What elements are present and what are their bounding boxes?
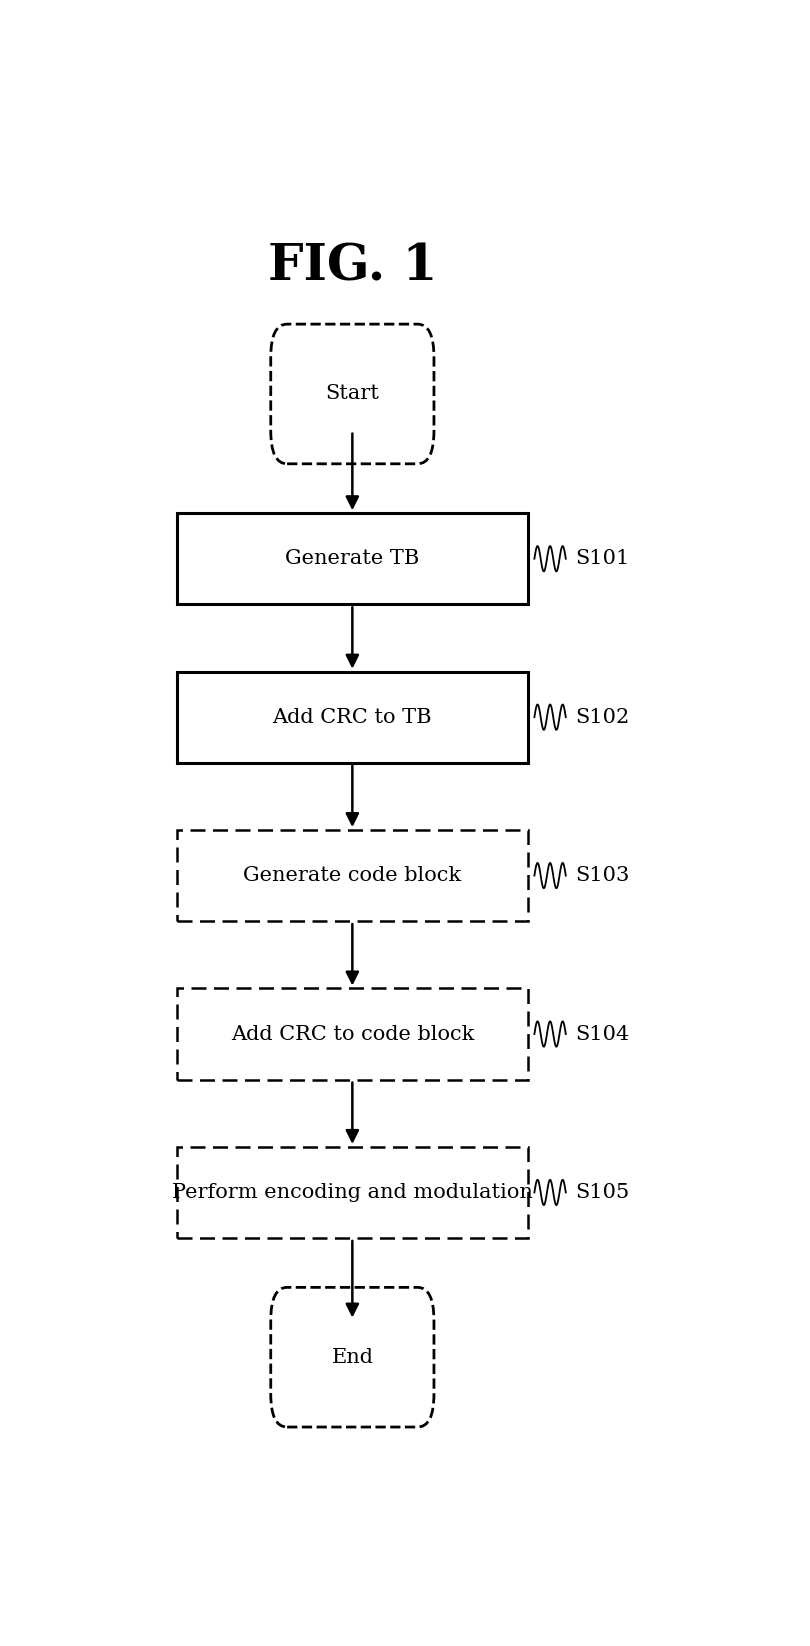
Text: Generate TB: Generate TB: [285, 550, 420, 568]
FancyBboxPatch shape: [271, 324, 434, 464]
Text: S104: S104: [575, 1024, 629, 1044]
FancyBboxPatch shape: [271, 1287, 434, 1427]
Text: Perform encoding and modulation: Perform encoding and modulation: [172, 1183, 533, 1202]
Text: FIG. 1: FIG. 1: [267, 242, 437, 291]
Bar: [177, 988, 528, 1080]
Text: End: End: [331, 1348, 373, 1366]
Text: Generate code block: Generate code block: [243, 866, 462, 886]
Text: Add CRC to TB: Add CRC to TB: [273, 708, 432, 726]
Text: S102: S102: [575, 708, 629, 726]
Text: Start: Start: [326, 385, 379, 403]
Bar: [177, 672, 528, 762]
Text: S103: S103: [575, 866, 629, 886]
Text: S101: S101: [575, 550, 629, 568]
Text: S105: S105: [575, 1183, 629, 1202]
Bar: [177, 514, 528, 604]
Text: Add CRC to code block: Add CRC to code block: [231, 1024, 474, 1044]
Bar: [177, 1147, 528, 1238]
Bar: [177, 830, 528, 922]
